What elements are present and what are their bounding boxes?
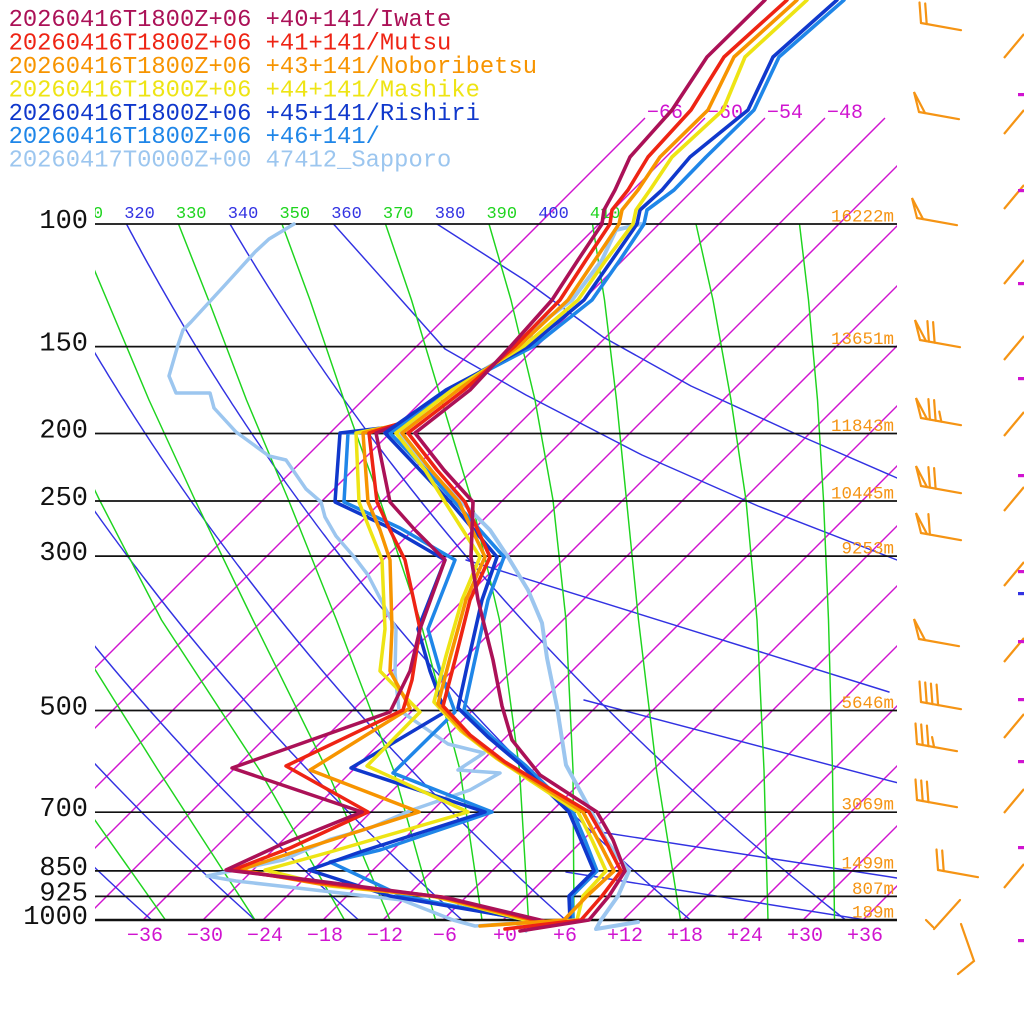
svg-text:1499m: 1499m: [841, 854, 894, 874]
svg-text:20260416T1800Z+06 +45+141/Rish: 20260416T1800Z+06 +45+141/Rishiri: [9, 101, 480, 128]
svg-text:+6: +6: [553, 925, 577, 948]
svg-text:380: 380: [435, 205, 466, 224]
svg-text:−54: −54: [767, 102, 803, 125]
svg-text:+0: +0: [493, 925, 517, 948]
svg-text:10445m: 10445m: [831, 485, 894, 505]
svg-text:370: 370: [383, 205, 414, 224]
svg-text:150: 150: [39, 330, 88, 360]
svg-text:330: 330: [176, 205, 207, 224]
svg-text:−48: −48: [827, 102, 863, 125]
svg-text:925: 925: [39, 879, 88, 909]
svg-text:−18: −18: [307, 925, 343, 948]
svg-text:340: 340: [228, 205, 259, 224]
svg-text:+24: +24: [727, 925, 763, 948]
svg-text:20260416T1800Z+06 +40+141/Iwat: 20260416T1800Z+06 +40+141/Iwate: [9, 7, 452, 34]
svg-text:500: 500: [39, 694, 88, 724]
svg-text:11843m: 11843m: [831, 417, 894, 437]
svg-text:189m: 189m: [852, 904, 894, 924]
svg-text:3069m: 3069m: [841, 796, 894, 816]
svg-text:390: 390: [486, 205, 517, 224]
svg-text:807m: 807m: [852, 880, 894, 900]
svg-text:16222m: 16222m: [831, 208, 894, 228]
svg-text:1000: 1000: [23, 903, 88, 933]
svg-text:300: 300: [39, 539, 88, 569]
svg-text:360: 360: [331, 205, 362, 224]
svg-text:−66: −66: [647, 102, 683, 125]
svg-text:−36: −36: [127, 925, 163, 948]
svg-text:850: 850: [39, 854, 88, 884]
svg-text:−6: −6: [433, 925, 457, 948]
svg-text:320: 320: [124, 205, 155, 224]
svg-text:350: 350: [279, 205, 310, 224]
svg-text:20260416T1800Z+06 +41+141/Muts: 20260416T1800Z+06 +41+141/Mutsu: [9, 31, 452, 58]
svg-text:+12: +12: [607, 925, 643, 948]
svg-text:+36: +36: [847, 925, 883, 948]
svg-text:700: 700: [39, 795, 88, 825]
svg-text:13651m: 13651m: [831, 330, 894, 350]
svg-text:20260416T1800Z+06 +43+141/Nobo: 20260416T1800Z+06 +43+141/Noboribetsu: [9, 54, 537, 81]
svg-text:−30: −30: [187, 925, 223, 948]
svg-text:9253m: 9253m: [841, 540, 894, 560]
svg-text:310: 310: [72, 205, 103, 224]
svg-text:400: 400: [538, 205, 569, 224]
svg-text:20260416T1800Z+06 +46+141/: 20260416T1800Z+06 +46+141/: [9, 124, 380, 151]
svg-text:5646m: 5646m: [841, 694, 894, 714]
svg-text:+18: +18: [667, 925, 703, 948]
svg-text:100: 100: [39, 207, 88, 237]
svg-text:−24: −24: [247, 925, 283, 948]
svg-text:200: 200: [39, 417, 88, 447]
svg-text:20260417T0000Z+00 47412_Sappor: 20260417T0000Z+00 47412_Sapporo: [9, 148, 452, 175]
svg-text:250: 250: [39, 484, 88, 514]
svg-text:+30: +30: [787, 925, 823, 948]
svg-text:−12: −12: [367, 925, 403, 948]
svg-text:20260416T1800Z+06 +44+141/Mash: 20260416T1800Z+06 +44+141/Mashike: [9, 77, 480, 104]
